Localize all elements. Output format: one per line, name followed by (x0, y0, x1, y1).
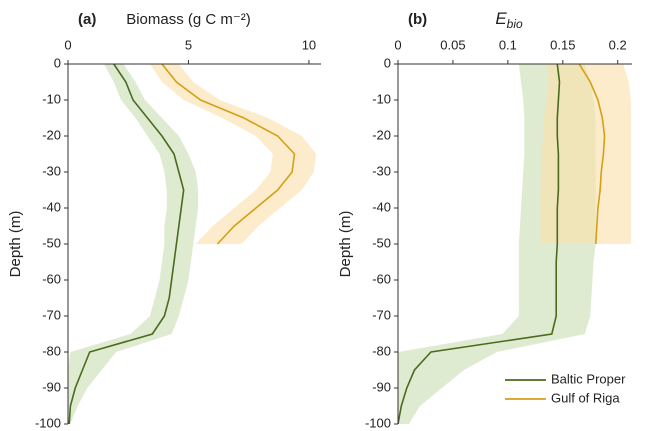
y-tick-label: -20 (42, 127, 61, 142)
y-tick-label: -80 (372, 343, 391, 358)
y-tick-label: -90 (372, 379, 391, 394)
uncertainty-band (540, 64, 631, 244)
uncertainty-band (149, 64, 317, 244)
panel-label: (b) (408, 11, 427, 28)
y-axis-label: Depth (m) (7, 211, 24, 278)
x-tick-label: 0.05 (440, 37, 465, 52)
y-tick-label: -80 (42, 343, 61, 358)
x-tick-label: 5 (185, 37, 192, 52)
axis-title-main: E (495, 9, 507, 28)
x-tick-label: 0.1 (499, 37, 517, 52)
y-tick-label: -20 (372, 127, 391, 142)
x-tick-label: 0 (64, 37, 71, 52)
data-line (578, 63, 606, 245)
axis-title: Ebio (495, 9, 523, 31)
y-tick-label: -70 (372, 307, 391, 322)
x-tick-label: 0.2 (609, 37, 627, 52)
y-tick-label: -10 (372, 91, 391, 106)
y-tick-label: -40 (42, 199, 61, 214)
y-tick-label: 0 (384, 55, 391, 70)
axis-title-main: Biomass (g C m⁻²) (126, 11, 251, 28)
y-tick-label: -100 (35, 415, 61, 430)
x-tick-label: 0.15 (550, 37, 575, 52)
x-tick-label: 0 (394, 37, 401, 52)
y-tick-label: -90 (42, 379, 61, 394)
y-tick-label: -10 (42, 91, 61, 106)
legend-label: Baltic Proper (551, 371, 626, 386)
y-axis-label: Depth (m) (337, 211, 354, 278)
x-tick-label: 10 (302, 37, 316, 52)
y-tick-label: -30 (42, 163, 61, 178)
y-tick-label: -30 (372, 163, 391, 178)
panel-label: (a) (78, 11, 96, 28)
y-tick-label: 0 (54, 55, 61, 70)
y-tick-label: -40 (372, 199, 391, 214)
data-line (161, 63, 296, 245)
y-tick-label: -60 (372, 271, 391, 286)
uncertainty-band (68, 64, 199, 424)
y-tick-label: -50 (42, 235, 61, 250)
axis-title-sub: bio (507, 17, 523, 31)
data-line (397, 63, 561, 425)
y-tick-label: -70 (42, 307, 61, 322)
y-tick-label: -50 (372, 235, 391, 250)
y-tick-label: -60 (42, 271, 61, 286)
y-tick-label: -100 (365, 415, 391, 430)
data-line (68, 63, 185, 425)
legend-label: Gulf of Riga (551, 390, 620, 405)
axis-title: Biomass (g C m⁻²) (126, 11, 251, 28)
